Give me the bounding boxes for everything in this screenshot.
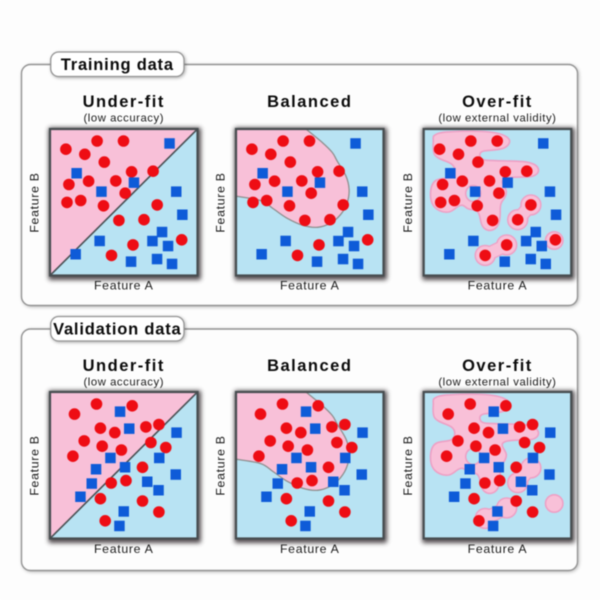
svg-text:Feature B: Feature B: [214, 172, 228, 232]
svg-text:Feature A: Feature A: [468, 542, 528, 556]
svg-text:Feature A: Feature A: [94, 542, 154, 556]
svg-text:(low external validity): (low external validity): [438, 377, 556, 389]
svg-text:Under-fit: Under-fit: [83, 357, 165, 375]
svg-text:Feature B: Feature B: [28, 172, 42, 232]
svg-text:Feature B: Feature B: [401, 172, 415, 232]
svg-text:Feature A: Feature A: [280, 279, 340, 293]
svg-text:Feature B: Feature B: [401, 435, 415, 495]
svg-text:Training data: Training data: [61, 56, 174, 74]
svg-text:Feature A: Feature A: [94, 279, 154, 293]
svg-text:(low external validity): (low external validity): [438, 113, 556, 125]
svg-text:Feature A: Feature A: [280, 542, 340, 556]
svg-text:Balanced: Balanced: [267, 357, 352, 375]
svg-text:(low accuracy): (low accuracy): [83, 377, 164, 389]
svg-text:Feature B: Feature B: [214, 435, 228, 495]
svg-text:(low accuracy): (low accuracy): [83, 113, 164, 125]
svg-text:Over-fit: Over-fit: [462, 357, 533, 375]
svg-text:Validation data: Validation data: [53, 321, 181, 339]
svg-text:Feature B: Feature B: [28, 435, 42, 495]
svg-text:Feature A: Feature A: [468, 279, 528, 293]
svg-text:Under-fit: Under-fit: [83, 93, 165, 111]
svg-text:Over-fit: Over-fit: [462, 93, 533, 111]
svg-text:Balanced: Balanced: [267, 93, 352, 111]
